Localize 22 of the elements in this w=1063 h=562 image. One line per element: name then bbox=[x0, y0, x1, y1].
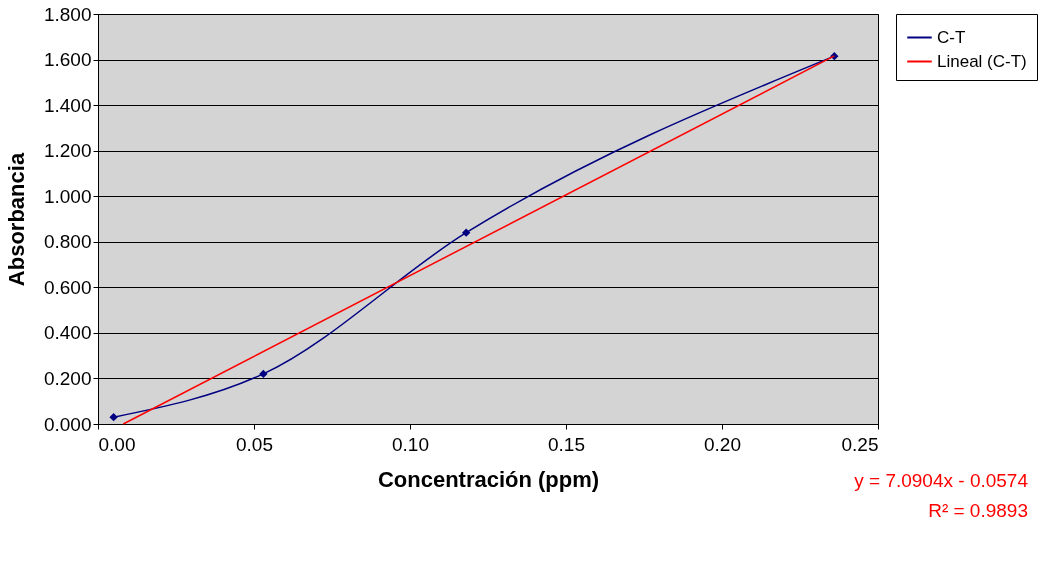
y-tick-label: 1.600 bbox=[43, 49, 92, 71]
x-tick-label: 0.05 bbox=[236, 433, 273, 455]
y-tick-label: 0.600 bbox=[43, 276, 92, 298]
x-axis-title: Concentración (ppm) bbox=[377, 466, 600, 492]
y-tick-label: 1.800 bbox=[43, 3, 92, 25]
y-tick-label: 1.400 bbox=[43, 94, 92, 116]
text: y = 7.0904x - 0.0574 bbox=[854, 470, 1029, 491]
legend-label: Lineal (C-T) bbox=[937, 51, 1027, 71]
y-tick-label: 1.000 bbox=[43, 185, 92, 207]
y-axis-title: Absorbancia bbox=[3, 152, 29, 287]
y-tick-label: 0.800 bbox=[43, 231, 92, 253]
text: R² = 0.9893 bbox=[928, 500, 1028, 521]
x-tick-label: 0.25 bbox=[841, 433, 879, 455]
x-tick-label: 0.10 bbox=[392, 433, 429, 455]
y-tick-label: 1.200 bbox=[43, 140, 92, 162]
x-tick-label: 0.00 bbox=[98, 433, 136, 455]
x-tick-label: 0.15 bbox=[548, 433, 585, 455]
x-tick-label: 0.20 bbox=[704, 433, 741, 455]
y-tick-label: 0.400 bbox=[43, 322, 92, 344]
y-tick-label: 0.200 bbox=[43, 367, 92, 389]
y-tick-label: 0.000 bbox=[43, 413, 92, 435]
legend-label: C-T bbox=[937, 27, 966, 47]
